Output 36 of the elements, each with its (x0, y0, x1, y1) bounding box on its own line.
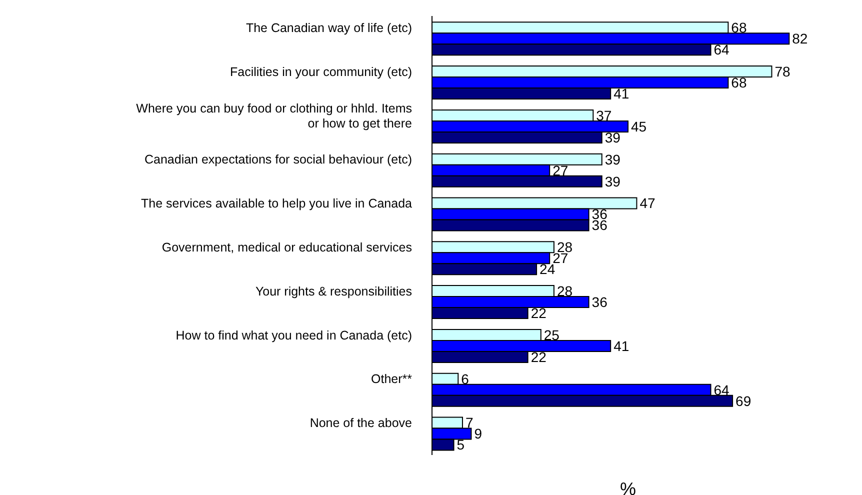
y-tick-label: Canadian expectations for social behaviour (etc) (144, 152, 412, 167)
data-label: 39 (604, 173, 621, 190)
y-tick-label: Facilities in your community (etc) (230, 64, 412, 79)
x-axis-title: % (620, 479, 636, 495)
data-label: 68 (731, 20, 747, 36)
y-tick-label: The Canadian way of life (etc) (246, 20, 412, 35)
data-label: 22 (530, 305, 547, 322)
data-label: 64 (714, 42, 730, 58)
data-label: 47 (640, 195, 656, 212)
y-tick-label: How to find what you need in Canada (etc) (176, 328, 412, 342)
data-label: 69 (736, 392, 752, 409)
y-tick-label: Your rights & responsibilities (255, 284, 412, 298)
y-tick-label: The services available to help you live in Canada (141, 196, 412, 211)
data-label: 64 (714, 382, 730, 398)
data-label: 39 (604, 151, 621, 168)
data-label: 82 (792, 30, 808, 47)
data-label: 25 (544, 326, 560, 343)
data-label: 27 (552, 162, 568, 178)
y-tick-label: Government, medical or educational services (162, 240, 412, 254)
data-label: 7 (465, 414, 474, 431)
data-label: 28 (556, 283, 573, 300)
y-tick-label: Where you can buy food or clothing or hhld. Items or how to get there (136, 101, 412, 130)
data-label: 36 (592, 294, 608, 310)
data-label: 41 (614, 338, 630, 354)
data-label: 41 (614, 86, 630, 102)
data-label: 5 (456, 436, 465, 453)
data-label: 9 (474, 426, 482, 442)
data-label: 45 (631, 118, 647, 134)
data-label: 37 (596, 107, 612, 124)
data-label: 68 (731, 74, 747, 91)
y-tick-label: Other** (371, 372, 412, 386)
data-label: 22 (530, 348, 547, 365)
y-tick-label: None of the above (310, 416, 412, 430)
data-label: 78 (774, 64, 791, 80)
data-label: 6 (461, 370, 470, 387)
data-label: 39 (604, 129, 621, 146)
